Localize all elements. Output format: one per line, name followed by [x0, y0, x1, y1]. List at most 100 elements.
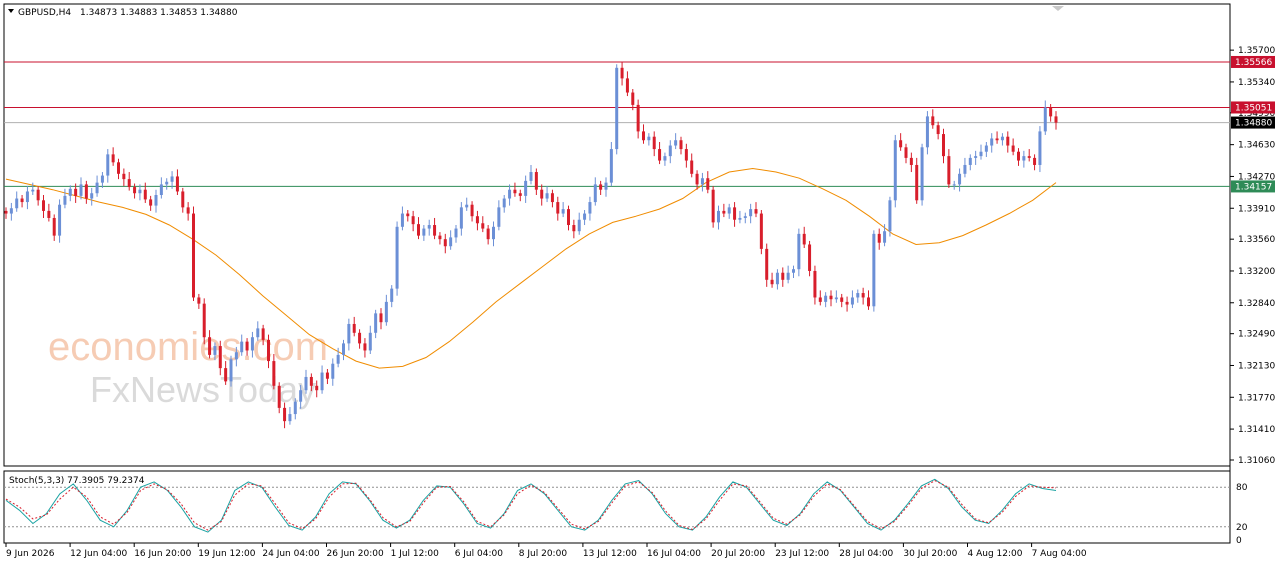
candle-body — [133, 187, 137, 194]
candle-body — [690, 160, 694, 174]
candle-body — [1000, 136, 1004, 141]
level-tag — [1231, 55, 1275, 68]
shift-marker-icon[interactable] — [1052, 6, 1064, 11]
candle-body — [947, 156, 951, 185]
candle-body — [754, 209, 758, 214]
price-tags: 1.35566 1.35051 1.34880 1.34157 — [1231, 55, 1275, 193]
candle-body — [63, 195, 67, 205]
candle-body — [336, 354, 340, 364]
candle-body — [942, 134, 945, 157]
candle-body — [808, 244, 812, 271]
candle-body — [175, 176, 179, 192]
time-tick-label: 4 Aug 12:00 — [968, 549, 1023, 559]
candle-body — [406, 213, 410, 217]
candle-body — [717, 210, 720, 223]
candle-body — [481, 223, 485, 229]
level-tag-label: 1.34157 — [1235, 182, 1272, 192]
symbol-timeframe: GBPUSD,H4 — [18, 8, 71, 18]
candle-body — [368, 332, 372, 351]
price-tick-label: 1.33910 — [1238, 204, 1275, 214]
candle-body — [390, 288, 394, 302]
candle-body — [513, 189, 517, 194]
candle-body — [68, 188, 72, 196]
candle-body — [15, 198, 19, 209]
candle-body — [695, 173, 699, 185]
stoch-level-label: 0 — [1236, 536, 1242, 546]
candle-body — [711, 189, 715, 223]
candle-body — [197, 297, 201, 304]
level-tag-label: 1.34880 — [1235, 119, 1272, 129]
stoch-level-label: 20 — [1236, 523, 1248, 533]
candle-body — [625, 78, 629, 93]
candle-body — [893, 140, 897, 201]
candle-body — [583, 213, 587, 220]
candles — [4, 62, 1058, 429]
candle-body — [325, 372, 329, 379]
candle-body — [138, 189, 142, 194]
candle-body — [427, 225, 431, 229]
candle-body — [25, 191, 29, 203]
watermark-economies: economies.com — [48, 325, 328, 369]
candle-body — [631, 92, 635, 105]
candle-body — [684, 149, 688, 161]
candle-body — [288, 414, 292, 422]
candle-body — [829, 295, 833, 300]
candle-body — [449, 237, 453, 247]
price-tick-label: 1.31410 — [1238, 425, 1275, 435]
time-tick-label: 9 Jun 2026 — [6, 549, 55, 559]
candle-body — [58, 204, 62, 236]
price-tick-label: 1.32130 — [1238, 361, 1275, 371]
candle-body — [952, 184, 956, 186]
candle-body — [1054, 116, 1058, 123]
level-tag — [1231, 180, 1275, 193]
candle-body — [261, 328, 265, 340]
candle-body — [363, 343, 367, 351]
candle-body — [840, 297, 844, 302]
time-tick-label: 7 Aug 04:00 — [1032, 549, 1087, 559]
candle-body — [792, 269, 795, 273]
candle-body — [379, 313, 383, 323]
candle-body — [143, 189, 147, 200]
candle-body — [277, 385, 281, 408]
price-tick-label: 1.35700 — [1238, 46, 1275, 56]
candle-body — [502, 198, 506, 208]
candle-body — [229, 359, 233, 382]
candle-body — [315, 385, 319, 391]
collapse-triangle-icon[interactable] — [8, 9, 14, 13]
moving-average — [5, 167, 1057, 369]
candle-body — [759, 213, 763, 249]
candle-body — [824, 295, 828, 302]
candle-body — [775, 272, 779, 285]
candle-body — [122, 173, 126, 180]
time-tick-label: 13 Jul 12:00 — [583, 549, 637, 559]
price-tick-label: 1.32490 — [1238, 330, 1275, 340]
candle-body — [159, 184, 163, 195]
candle-body — [9, 208, 13, 214]
candle-body — [1049, 107, 1053, 117]
candle-body — [20, 198, 24, 203]
candle-body — [609, 149, 613, 183]
time-tick-label: 28 Jul 04:00 — [839, 549, 893, 559]
candle-body — [593, 184, 597, 203]
candle-body — [802, 233, 806, 245]
candle-body — [636, 104, 640, 132]
candle-body — [615, 67, 619, 150]
candle-body — [384, 301, 388, 323]
candle-body — [192, 213, 195, 298]
candle-body — [1022, 156, 1026, 161]
candle-body — [572, 225, 576, 232]
candle-body — [508, 189, 512, 199]
candle-body — [470, 204, 474, 217]
time-tick-label: 19 Jun 12:00 — [198, 549, 255, 559]
time-tick-label: 6 Jul 04:00 — [455, 549, 504, 559]
candle-body — [818, 297, 822, 302]
candle-body — [958, 173, 962, 185]
candle-body — [561, 209, 565, 214]
candle-body — [529, 172, 533, 181]
candle-body — [599, 184, 603, 190]
price-tick-label: 1.34630 — [1238, 141, 1275, 151]
candle-body — [224, 368, 228, 382]
candle-body — [95, 182, 99, 194]
